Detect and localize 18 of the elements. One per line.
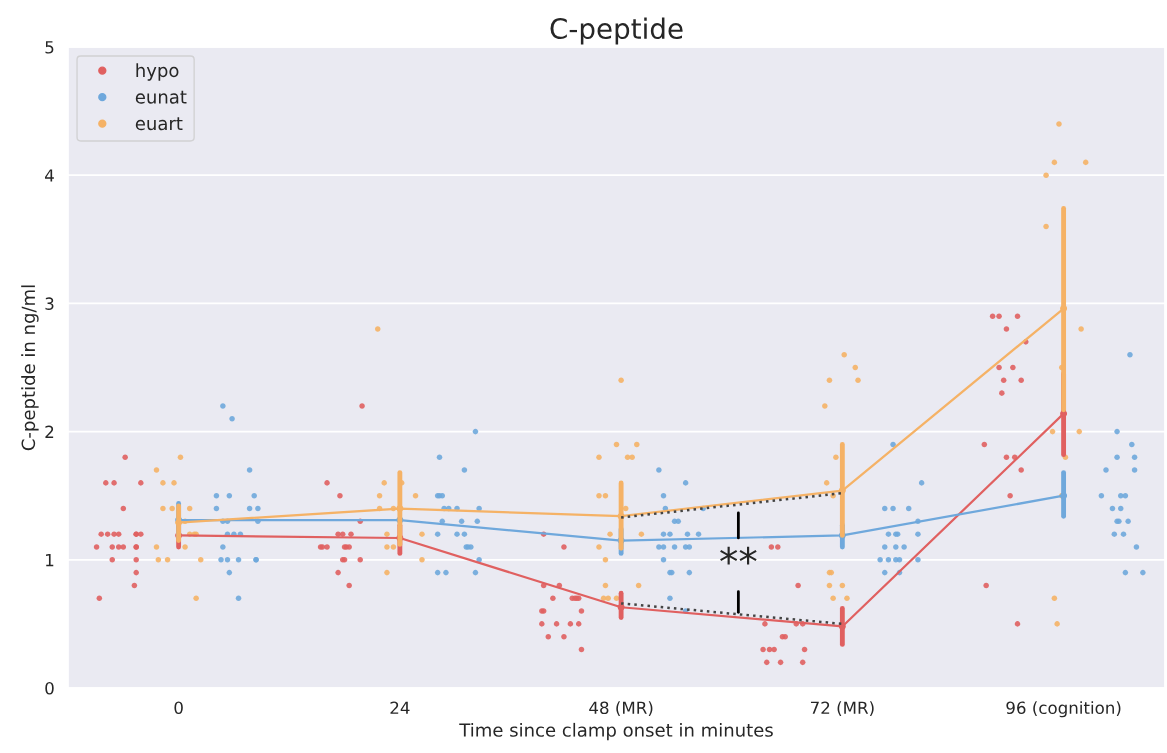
x-tick-label: 0 bbox=[174, 701, 183, 715]
chart-title: C-peptide bbox=[550, 17, 683, 45]
legend-label: euart bbox=[135, 117, 183, 131]
y-tick-label: 5 bbox=[45, 41, 54, 54]
x-tick-label: 48 (MR) bbox=[589, 701, 653, 717]
y-tick-label: 2 bbox=[45, 425, 54, 438]
y-axis-title: C-peptide in ng/ml bbox=[21, 285, 39, 451]
x-tick-label: 72 (MR) bbox=[810, 701, 874, 717]
x-tick-label: 24 bbox=[390, 701, 410, 714]
annotation: ** bbox=[720, 546, 757, 565]
y-tick-label: 0 bbox=[45, 681, 54, 695]
legend-label: hypo bbox=[136, 63, 179, 81]
x-tick-label: 96 (cognition) bbox=[1006, 701, 1121, 718]
y-tick-label: 1 bbox=[46, 553, 54, 567]
y-tick-label: 3 bbox=[45, 297, 54, 310]
y-tick-label: 4 bbox=[45, 169, 54, 182]
legend-label: eunat bbox=[135, 90, 187, 104]
x-axis-title: Time since clamp onset in minutes bbox=[459, 722, 773, 741]
